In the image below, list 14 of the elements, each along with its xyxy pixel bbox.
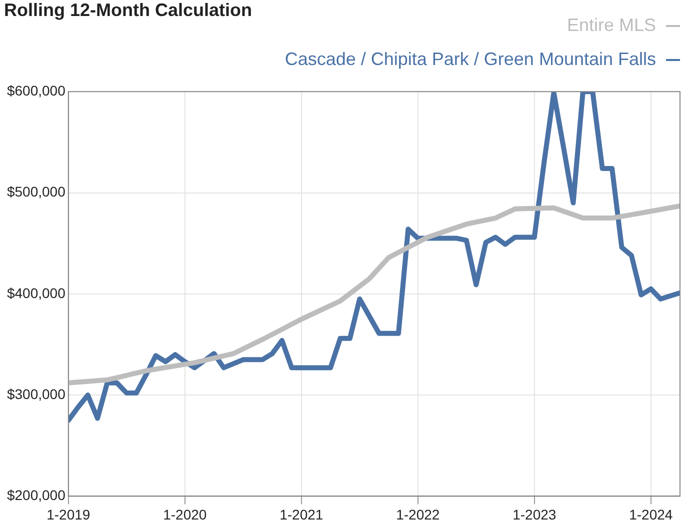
x-tick-label: 1-2021 [280, 506, 324, 522]
y-tick-label: $500,000 [6, 184, 66, 200]
x-tick-label: 1-2022 [396, 506, 440, 522]
y-tick-label: $600,000 [6, 82, 66, 98]
x-tick-label: 1-2024 [629, 506, 673, 522]
y-tick-label: $400,000 [6, 284, 66, 301]
y-tick-label: $200,000 [6, 487, 66, 504]
x-tick-label: 1-2020 [163, 506, 207, 522]
chart-title: Rolling 12-Month Calculation [4, 0, 252, 20]
legend-label: Entire MLS [566, 15, 656, 35]
legend-label: Cascade / Chipita Park / Green Mountain Falls [284, 49, 656, 69]
x-tick-label: 1-2023 [512, 506, 556, 522]
x-tick-label: 1-2019 [46, 506, 90, 522]
y-tick-label: $300,000 [6, 386, 66, 402]
